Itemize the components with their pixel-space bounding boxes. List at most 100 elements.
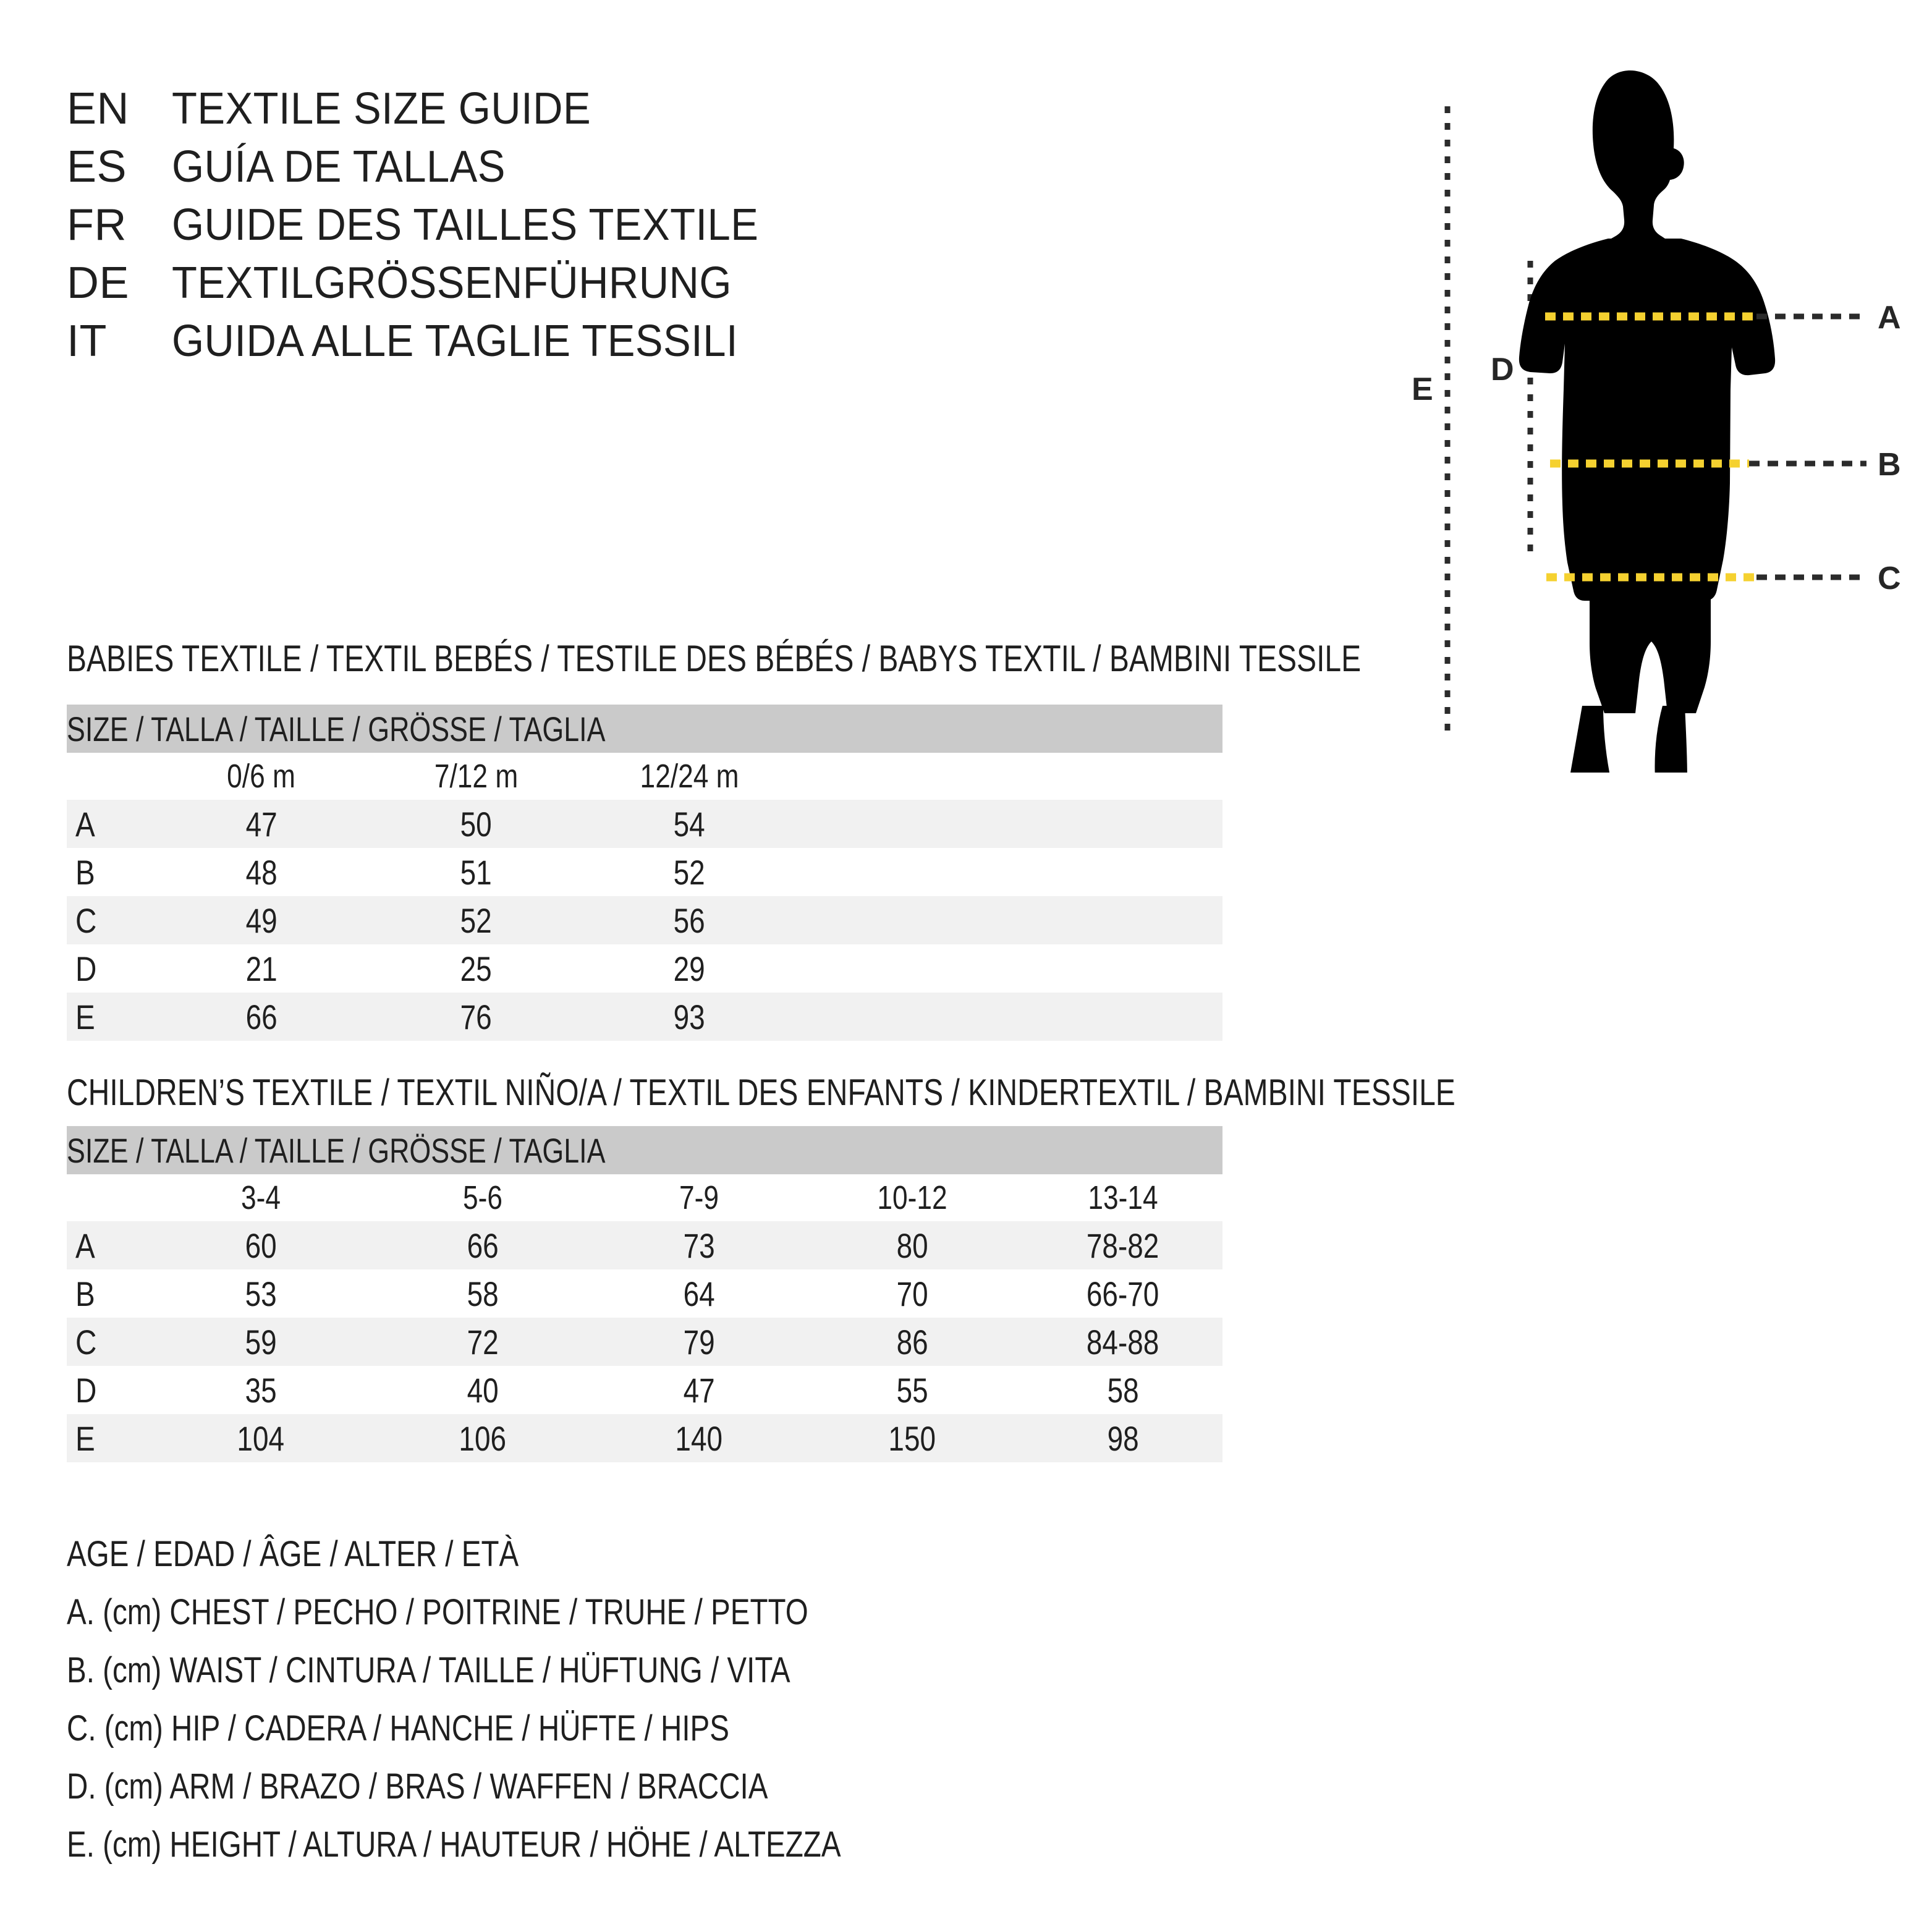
table-row: A 47 50 54 <box>67 800 1222 848</box>
babies-cell-e-2: 93 <box>673 997 706 1036</box>
babies-cell-e-1: 76 <box>460 997 493 1036</box>
babies-cell-e-0: 66 <box>245 997 278 1036</box>
children-cell-e-0: 104 <box>237 1418 285 1458</box>
children-cell-a-2: 73 <box>683 1226 715 1265</box>
silhouette-svg <box>1444 70 1866 773</box>
table-row: B 48 51 52 <box>67 848 1222 896</box>
children-cell-e-2: 140 <box>675 1418 723 1458</box>
language-row-en: EN TEXTILE SIZE GUIDE <box>67 87 1241 145</box>
language-title-de: TEXTILGRÖSSENFÜHRUNG <box>172 258 732 308</box>
babies-cell-b-1: 51 <box>460 852 493 892</box>
children-column-2: 7-9 <box>679 1179 719 1216</box>
babies-row-label-e: E <box>75 997 95 1036</box>
babies-row-label-d: D <box>75 949 97 988</box>
babies-size-table: SIZE / TALLA / TAILLE / GRÖSSE / TAGLIA … <box>67 705 1222 1041</box>
children-cell-e-4: 98 <box>1107 1418 1139 1458</box>
language-row-it: IT GUIDA ALLE TAGLIE TESSILI <box>67 319 1241 377</box>
children-band-row: SIZE / TALLA / TAILLE / GRÖSSE / TAGLIA <box>67 1126 1222 1174</box>
children-cell-c-0: 59 <box>245 1322 277 1362</box>
table-row: A 60 66 73 80 78-82 <box>67 1221 1222 1269</box>
babies-cell-a-0: 47 <box>245 804 278 844</box>
dimension-label-a: A <box>1878 300 1901 336</box>
children-cell-c-1: 72 <box>467 1322 499 1362</box>
babies-cell-b-2: 52 <box>673 852 706 892</box>
language-header: EN TEXTILE SIZE GUIDE ES GUÍA DE TALLAS … <box>67 87 1241 377</box>
table-row: D 35 40 47 55 58 <box>67 1366 1222 1414</box>
children-column-header-row: 3-4 5-6 7-9 10-12 13-14 <box>67 1174 1222 1221</box>
children-cell-a-4: 78-82 <box>1087 1226 1159 1265</box>
dimension-label-b: B <box>1878 447 1901 483</box>
language-title-en: TEXTILE SIZE GUIDE <box>172 84 591 133</box>
babies-spacer-cell <box>796 896 1222 944</box>
babies-row-label-b: B <box>75 852 95 892</box>
babies-section-title: BABIES TEXTILE / TEXTIL BEBÉS / TESTILE … <box>67 638 1362 679</box>
children-cell-c-2: 79 <box>683 1322 715 1362</box>
children-cell-a-0: 60 <box>245 1226 277 1265</box>
children-cell-a-3: 80 <box>896 1226 928 1265</box>
children-cell-d-3: 55 <box>896 1370 928 1410</box>
babies-cell-a-2: 54 <box>673 804 706 844</box>
babies-column-1: 7/12 m <box>434 758 519 795</box>
children-column-4: 13-14 <box>1088 1179 1158 1216</box>
language-code-en: EN <box>67 84 130 133</box>
children-column-1: 5-6 <box>462 1179 502 1216</box>
children-cell-d-2: 47 <box>683 1370 715 1410</box>
babies-band-row: SIZE / TALLA / TAILLE / GRÖSSE / TAGLIA <box>67 705 1222 753</box>
child-silhouette <box>1519 70 1776 773</box>
babies-column-0: 0/6 m <box>227 758 296 795</box>
measurement-figure: A B C D E <box>1409 68 1916 773</box>
children-cell-d-0: 35 <box>245 1370 277 1410</box>
babies-column-2: 12/24 m <box>640 758 739 795</box>
legend-line-age: AGE / EDAD / ÂGE / ALTER / ETÀ <box>67 1534 519 1574</box>
babies-cell-a-1: 50 <box>460 804 493 844</box>
dimension-label-e: E <box>1412 371 1433 407</box>
children-column-0: 3-4 <box>240 1179 281 1216</box>
babies-cell-d-1: 25 <box>460 949 493 988</box>
children-band-label: SIZE / TALLA / TAILLE / GRÖSSE / TAGLIA <box>67 1130 606 1170</box>
legend-line-hip: C. (cm) HIP / CADERA / HANCHE / HÜFTE / … <box>67 1708 729 1748</box>
table-row: E 104 106 140 150 98 <box>67 1414 1222 1462</box>
babies-column-header-row: 0/6 m 7/12 m 12/24 m <box>67 753 1222 800</box>
children-cell-d-4: 58 <box>1107 1370 1139 1410</box>
language-title-fr: GUIDE DES TAILLES TEXTILE <box>172 200 759 250</box>
children-table-wrap: SIZE / TALLA / TAILLE / GRÖSSE / TAGLIA … <box>67 1126 1222 1462</box>
babies-corner-cell <box>67 753 153 800</box>
children-cell-d-1: 40 <box>467 1370 499 1410</box>
babies-spacer-cell <box>796 800 1222 848</box>
legend-line-arm: D. (cm) ARM / BRAZO / BRAS / WAFFEN / BR… <box>67 1766 768 1807</box>
children-section-title: CHILDREN’S TEXTILE / TEXTIL NIÑO/A / TEX… <box>67 1072 1455 1113</box>
language-row-fr: FR GUIDE DES TAILLES TEXTILE <box>67 203 1241 261</box>
legend-line-waist: B. (cm) WAIST / CINTURA / TAILLE / HÜFTU… <box>67 1650 790 1690</box>
babies-spacer-cell <box>796 944 1222 993</box>
language-code-es: ES <box>67 142 127 192</box>
children-cell-b-1: 58 <box>467 1274 499 1313</box>
language-title-es: GUÍA DE TALLAS <box>172 142 506 192</box>
children-cell-b-0: 53 <box>245 1274 277 1313</box>
babies-table-wrap: SIZE / TALLA / TAILLE / GRÖSSE / TAGLIA … <box>67 705 1222 1041</box>
children-size-table: SIZE / TALLA / TAILLE / GRÖSSE / TAGLIA … <box>67 1126 1222 1462</box>
table-row: E 66 76 93 <box>67 993 1222 1041</box>
children-row-label-b: B <box>75 1274 95 1313</box>
children-cell-c-3: 86 <box>896 1322 928 1362</box>
children-corner-cell <box>67 1174 153 1221</box>
legend-line-chest: A. (cm) CHEST / PECHO / POITRINE / TRUHE… <box>67 1592 808 1632</box>
dimension-label-c: C <box>1878 561 1901 596</box>
children-cell-b-3: 70 <box>896 1274 928 1313</box>
children-cell-a-1: 66 <box>467 1226 499 1265</box>
babies-cell-c-1: 52 <box>460 900 493 940</box>
children-cell-e-1: 106 <box>459 1418 507 1458</box>
language-code-de: DE <box>67 258 130 308</box>
table-row: B 53 58 64 70 66-70 <box>67 1269 1222 1318</box>
measurement-legend: AGE / EDAD / ÂGE / ALTER / ETÀ A. (cm) C… <box>67 1525 1011 1874</box>
children-cell-c-4: 84-88 <box>1087 1322 1159 1362</box>
babies-cell-b-0: 48 <box>245 852 278 892</box>
children-cell-b-4: 66-70 <box>1087 1274 1159 1313</box>
babies-row-label-a: A <box>75 804 95 844</box>
children-row-label-d: D <box>75 1370 97 1410</box>
children-row-label-e: E <box>75 1418 95 1458</box>
table-row: C 59 72 79 86 84-88 <box>67 1318 1222 1366</box>
language-code-fr: FR <box>67 200 127 250</box>
babies-cell-c-2: 56 <box>673 900 706 940</box>
babies-spacer-cell <box>796 753 1222 800</box>
language-row-es: ES GUÍA DE TALLAS <box>67 145 1241 203</box>
